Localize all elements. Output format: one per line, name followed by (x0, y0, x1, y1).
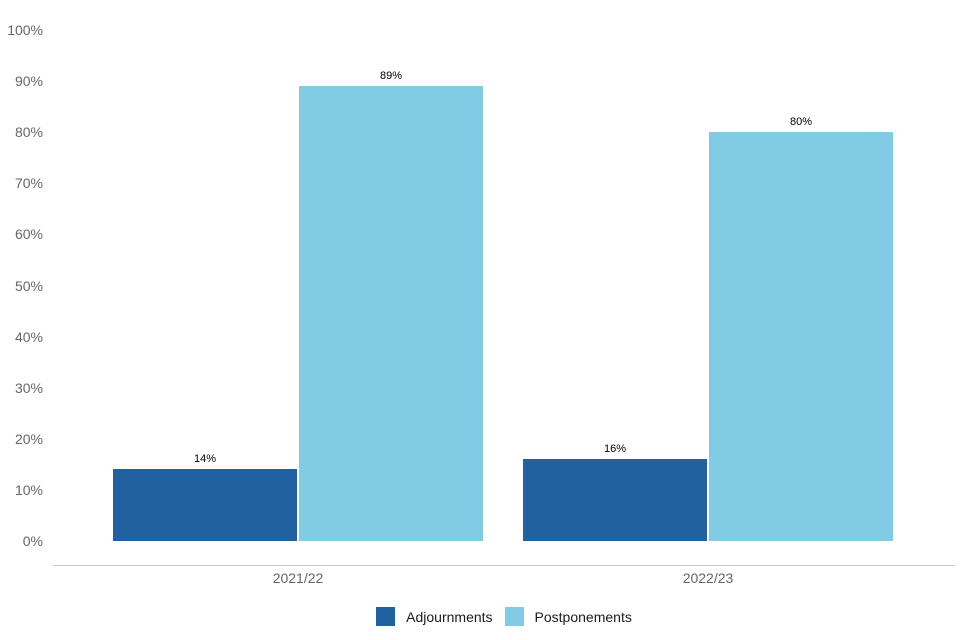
legend-swatch-postponements (504, 607, 524, 626)
y-axis-tick-label: 0% (22, 533, 43, 549)
bar-adjournments-2021-22 (113, 469, 297, 541)
bar-value-label-postponements-2022-23: 80% (789, 116, 813, 129)
y-axis-tick-label: 70% (14, 175, 43, 192)
y-axis-tick-label: 30% (14, 379, 43, 396)
legend: Adjournments Postponements (53, 607, 955, 626)
bar-value-label-adjournments-2022-23: 16% (603, 443, 627, 456)
y-axis-tick-label: 80% (14, 124, 43, 141)
y-axis-tick-label: 100% (7, 22, 43, 38)
legend-label-adjournments: Adjournments (406, 608, 493, 625)
legend-swatch-adjournments (376, 607, 396, 626)
bar-postponements-2022-23 (709, 132, 893, 541)
bar-value-label-adjournments-2021-22: 14% (193, 453, 217, 466)
y-axis-tick-label: 20% (14, 430, 43, 447)
x-axis-line (53, 565, 955, 566)
y-axis-tick-label: 50% (14, 277, 43, 294)
y-axis-tick-label: 60% (14, 226, 43, 243)
y-axis-tick-label: 10% (14, 481, 43, 498)
y-axis-tick-label: 90% (14, 73, 43, 90)
x-axis-category-label: 2022/23 (682, 570, 734, 586)
x-axis-category-label: 2021/22 (272, 570, 324, 586)
legend-item-adjournments: Adjournments (376, 607, 493, 626)
y-axis-tick-label: 40% (14, 328, 43, 345)
bar-value-label-postponements-2021-22: 89% (379, 70, 403, 83)
legend-label-postponements: Postponements (534, 608, 632, 625)
legend-item-postponements: Postponements (504, 607, 632, 626)
bar-adjournments-2022-23 (523, 459, 707, 541)
bar-postponements-2021-22 (299, 86, 483, 541)
